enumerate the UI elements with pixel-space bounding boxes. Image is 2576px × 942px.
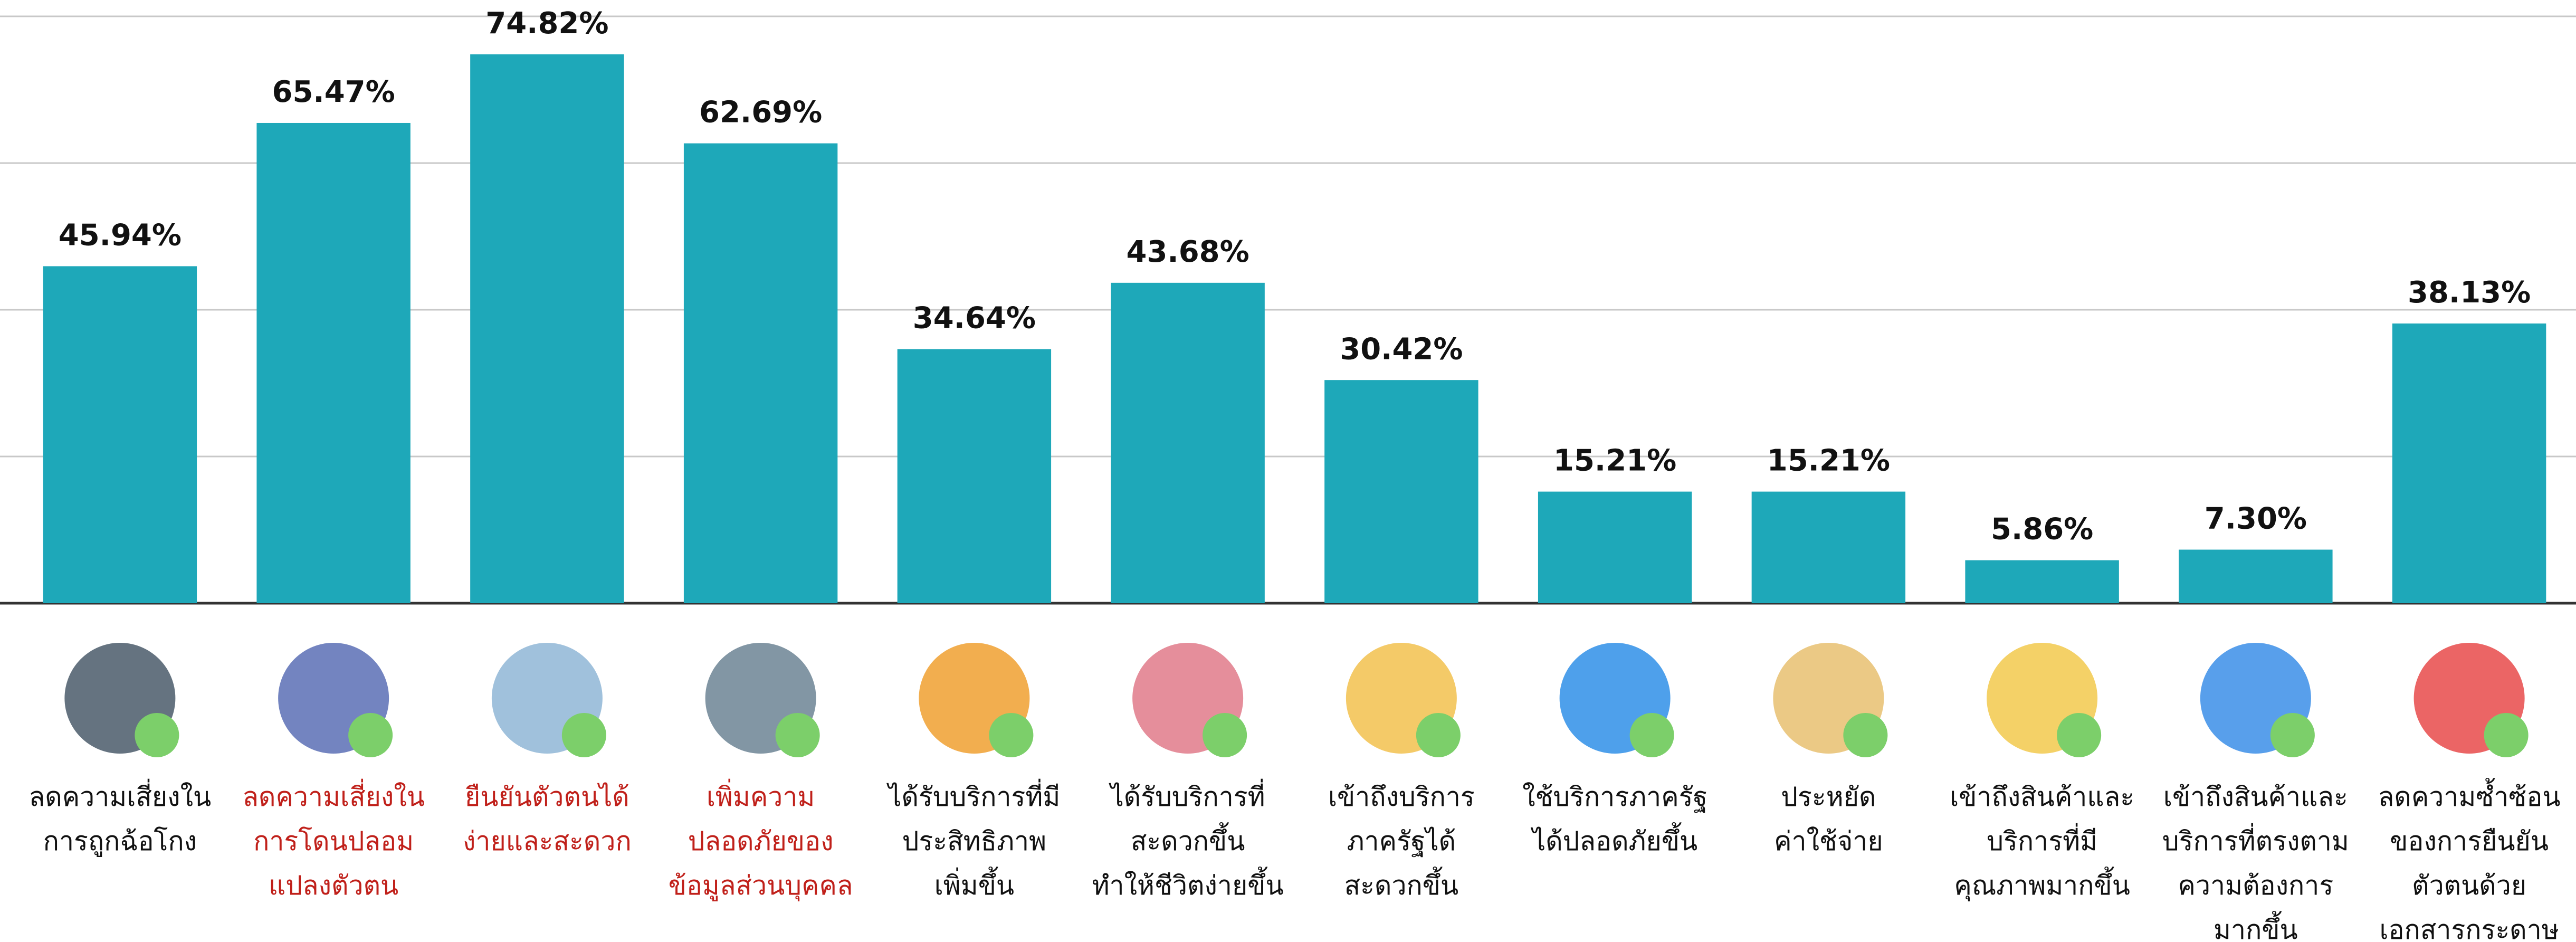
bar: [1324, 380, 1478, 603]
bar: [43, 266, 197, 604]
bar: [897, 349, 1052, 603]
category-label-line: ตัวตนด้วย: [2412, 870, 2526, 901]
category-label: เข้าถึงบริการภาครัฐได้สะดวกขึ้น: [1328, 782, 1475, 901]
icon: [64, 643, 179, 757]
category-label-line: ประสิทธิภาพ: [902, 826, 1046, 857]
value-label: 43.68%: [1127, 235, 1249, 269]
category-label-line: เข้าถึงบริการ: [1328, 782, 1475, 812]
category-label: ลดความเสี่ยงในการถูกฉ้อโกง: [29, 779, 212, 857]
value-label: 74.82%: [485, 6, 608, 41]
icon-detail: [2057, 713, 2102, 757]
category-label-line: เข้าถึงสินค้าและ: [1950, 782, 2134, 812]
icon: [491, 643, 606, 757]
value-label: 45.94%: [59, 218, 182, 253]
category-label-line: ทำให้ชีวิตง่ายขึ้น: [1092, 867, 1284, 901]
category-label: ยืนยันตัวตนได้ง่ายและสะดวก: [463, 782, 632, 857]
bar: [2179, 549, 2333, 603]
icon: [278, 643, 393, 757]
bar: [1751, 491, 1906, 603]
category-label-line: เพิ่มความ: [707, 779, 815, 812]
icon-detail: [135, 713, 179, 757]
category-label-line: บริการที่ตรงตาม: [2162, 823, 2349, 857]
bar: [1111, 282, 1265, 603]
icon-detail: [989, 713, 1034, 757]
value-label: 7.30%: [2205, 502, 2307, 536]
category-label: เข้าถึงสินค้าและบริการที่ตรงตามความต้องก…: [2162, 782, 2349, 942]
category-label-line: การถูกฉ้อโกง: [43, 826, 197, 857]
value-label: 62.69%: [699, 96, 822, 130]
category-label-line: สะดวกขึ้น: [1344, 867, 1459, 901]
icon: [1987, 643, 2102, 757]
category-label-line: ง่ายและสะดวก: [463, 826, 632, 857]
icon-detail: [1203, 713, 1247, 757]
icon-detail: [2270, 713, 2315, 757]
category-label-line: บริการที่มี: [1987, 823, 2097, 857]
icon-detail: [2484, 713, 2529, 757]
bar: [256, 122, 411, 604]
value-label: 34.64%: [913, 301, 1036, 336]
category-label-line: ภาครัฐได้: [1347, 826, 1456, 857]
icon-detail: [1843, 713, 1888, 757]
category-label: ลดความเสี่ยงในการโดนปลอมแปลงตัวตน: [242, 779, 425, 901]
value-label: 15.21%: [1767, 444, 1890, 478]
category-label-line: เข้าถึงสินค้าและ: [2163, 782, 2348, 812]
category-label-line: แปลงตัวตน: [269, 870, 398, 901]
category-label-line: เอกสารกระดาษ: [2379, 915, 2559, 942]
icon: [2200, 643, 2315, 757]
category-label: ใช้บริการภาครัฐได้ปลอดภัยขึ้น: [1522, 782, 1707, 857]
category-label: ลดความซ้ำซ้อนของการยืนยันตัวตนด้วยเอกสาร…: [2378, 778, 2561, 942]
icon: [705, 643, 820, 757]
category-label-line: ข้อมูลส่วนบุคคล: [669, 870, 853, 901]
value-label: 30.42%: [1340, 332, 1463, 366]
bar: [1965, 560, 2119, 603]
category-label: ได้รับบริการที่มีประสิทธิภาพเพิ่มขึ้น: [886, 779, 1060, 901]
icon-detail: [1416, 713, 1461, 757]
category-label: เข้าถึงสินค้าและบริการที่มีคุณภาพมากขึ้น: [1950, 782, 2134, 901]
bar: [470, 54, 624, 604]
category-label-line: ได้ปลอดภัยขึ้น: [1530, 822, 1697, 857]
category-label-line: ลดความเสี่ยงใน: [29, 779, 212, 812]
icon: [1773, 643, 1888, 757]
category-label-line: สะดวกขึ้น: [1131, 822, 1245, 857]
category-label-line: ปลอดภัยของ: [688, 826, 834, 857]
category-label-line: เพิ่มขึ้น: [934, 867, 1014, 901]
value-label: 38.13%: [2408, 275, 2531, 310]
icon-detail: [1629, 713, 1674, 757]
category-label-line: ของการยืนยัน: [2390, 826, 2549, 857]
icon-detail: [348, 713, 393, 757]
icon-detail: [561, 713, 606, 757]
value-label: 65.47%: [272, 75, 395, 109]
category-label-line: มากขึ้น: [2214, 911, 2298, 942]
icon: [2413, 643, 2529, 757]
value-label: 15.21%: [1553, 444, 1676, 478]
category-label: เพิ่มความปลอดภัยของข้อมูลส่วนบุคคล: [669, 779, 853, 901]
category-label-line: ลดความเสี่ยงใน: [242, 779, 425, 812]
category-label-line: ประหยัด: [1781, 782, 1876, 812]
bar: [683, 143, 838, 603]
category-label-line: ได้รับบริการที่มี: [886, 779, 1060, 812]
icon: [1559, 643, 1674, 757]
category-label-line: ใช้บริการภาครัฐ: [1522, 782, 1707, 813]
category-label-line: ยืนยันตัวตนได้: [465, 782, 629, 812]
icon: [919, 643, 1034, 757]
icon: [1346, 643, 1461, 757]
category-label-line: ลดความซ้ำซ้อน: [2378, 778, 2561, 812]
category-label-line: ความต้องการ: [2178, 870, 2334, 901]
category-label-line: คุณภาพมากขึ้น: [1954, 867, 2130, 901]
category-label: ได้รับบริการที่สะดวกขึ้นทำให้ชีวิตง่ายขึ…: [1092, 779, 1284, 901]
bar: [1538, 491, 1692, 603]
category-label: ประหยัดค่าใช้จ่าย: [1774, 782, 1883, 857]
category-label-line: การโดนปลอม: [253, 826, 414, 857]
category-label-line: ได้รับบริการที่: [1109, 779, 1265, 812]
icon-detail: [775, 713, 820, 757]
category-label-line: ค่าใช้จ่าย: [1774, 826, 1883, 857]
icon: [1132, 643, 1247, 757]
value-label: 5.86%: [1991, 512, 2093, 547]
bar: [2392, 323, 2546, 603]
